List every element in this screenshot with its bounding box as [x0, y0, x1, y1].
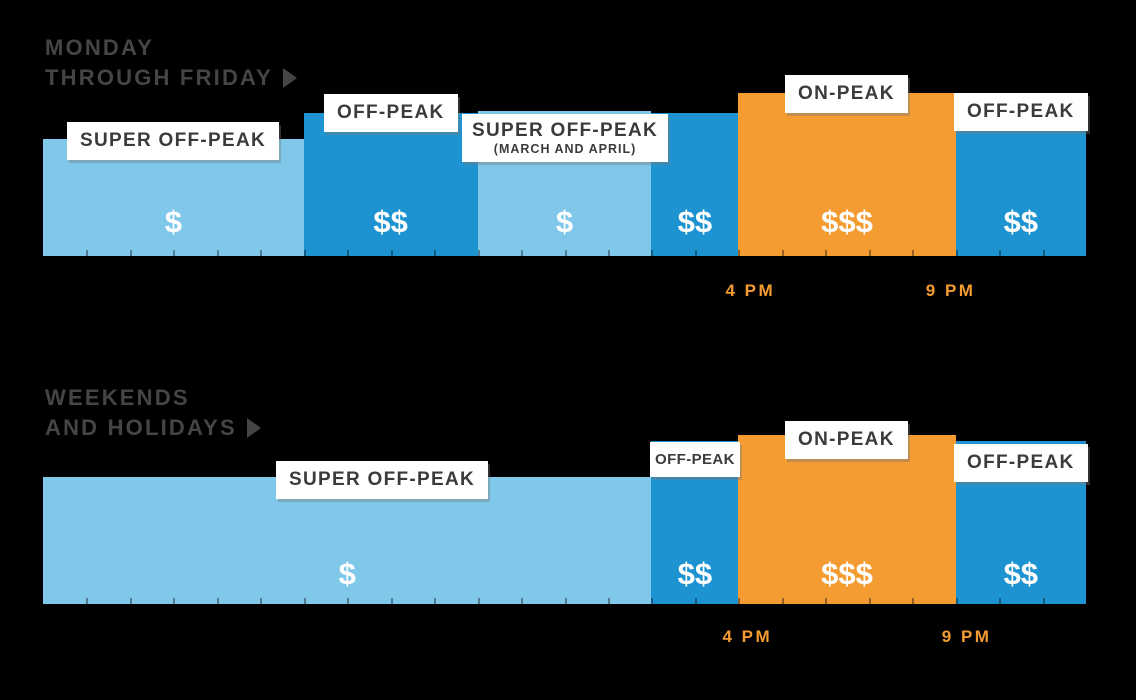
- hour-tick: [521, 250, 523, 256]
- period-label-text: OFF-PEAK: [655, 451, 735, 468]
- hour-tick: [738, 598, 740, 604]
- period-label-text: ON-PEAK: [798, 83, 895, 104]
- period-label: OFF-PEAK: [954, 444, 1088, 482]
- hour-tick: [782, 250, 784, 256]
- period-label: SUPER OFF-PEAK: [67, 122, 280, 160]
- hour-tick: [651, 250, 653, 256]
- pricing-segment-on-peak: [738, 435, 956, 604]
- hour-tick: [999, 250, 1001, 256]
- pricing-segment-on-peak: [738, 93, 956, 256]
- price-indicator: $: [338, 556, 356, 591]
- hour-tick: [130, 250, 132, 256]
- hour-tick: [608, 598, 610, 604]
- hour-tick: [304, 250, 306, 256]
- hour-tick: [1043, 598, 1045, 604]
- time-label: 9 PM: [925, 281, 976, 300]
- header-line2-text: THROUGH FRIDAY: [45, 65, 273, 90]
- period-label: ON-PEAK: [785, 75, 908, 113]
- hour-tick: [956, 250, 958, 256]
- price-indicator: $$: [677, 204, 713, 239]
- price-indicator: $$: [373, 204, 408, 239]
- hour-tick: [173, 598, 175, 604]
- period-label-text: SUPER OFF-PEAK: [289, 469, 476, 490]
- header-line2: AND HOLIDAYS: [45, 413, 261, 443]
- hour-tick: [391, 598, 393, 604]
- header-line1: WEEKENDS: [45, 385, 190, 410]
- price-indicator: $: [555, 204, 574, 239]
- period-label-text: OFF-PEAK: [967, 101, 1075, 122]
- price-indicator: $$: [1003, 204, 1039, 239]
- period-label-text: ON-PEAK: [798, 429, 895, 450]
- period-label-text: OFF-PEAK: [967, 452, 1075, 473]
- header-line1: MONDAY: [45, 35, 154, 60]
- price-indicator: $$: [677, 556, 713, 591]
- price-indicator: $$$: [821, 204, 873, 239]
- hour-tick: [956, 598, 958, 604]
- weekday-header: MONDAY THROUGH FRIDAY: [45, 33, 297, 93]
- hour-tick: [391, 250, 393, 256]
- pricing-segment-off-peak: [303, 113, 478, 256]
- period-label-text: SUPER OFF-PEAK: [80, 130, 267, 151]
- time-label: 4 PM: [722, 627, 773, 646]
- period-label: SUPER OFF-PEAK: [276, 461, 489, 499]
- hour-tick: [651, 598, 653, 604]
- hour-tick: [521, 598, 523, 604]
- time-label: 4 PM: [725, 281, 776, 300]
- hour-tick: [565, 250, 567, 256]
- hour-tick: [86, 598, 88, 604]
- weekend-header: WEEKENDS AND HOLIDAYS: [45, 383, 261, 443]
- hour-tick: [1043, 250, 1045, 256]
- price-indicator: $: [164, 204, 182, 239]
- header-line2: THROUGH FRIDAY: [45, 63, 297, 93]
- hour-tick: [434, 250, 436, 256]
- hour-tick: [347, 250, 349, 256]
- price-indicator: $$$: [821, 556, 873, 591]
- period-label-text: OFF-PEAK: [337, 102, 445, 123]
- period-label: OFF-PEAK: [650, 442, 740, 477]
- hour-tick: [478, 598, 480, 604]
- period-label: OFF-PEAK: [324, 94, 458, 132]
- hour-tick: [347, 598, 349, 604]
- hour-tick: [695, 250, 697, 256]
- hour-tick: [825, 598, 827, 604]
- hour-tick: [738, 250, 740, 256]
- hour-tick: [260, 250, 262, 256]
- period-label: ON-PEAK: [785, 421, 908, 459]
- period-label-text: SUPER OFF-PEAK: [472, 120, 659, 141]
- hour-tick: [695, 598, 697, 604]
- hour-tick: [173, 250, 175, 256]
- hour-tick: [217, 250, 219, 256]
- time-label: 9 PM: [941, 627, 992, 646]
- hour-tick: [565, 598, 567, 604]
- hour-tick: [608, 250, 610, 256]
- hour-tick: [825, 250, 827, 256]
- right-arrow-icon: [246, 418, 261, 438]
- hour-tick: [260, 598, 262, 604]
- hour-tick: [86, 250, 88, 256]
- hour-tick: [478, 250, 480, 256]
- hour-tick: [869, 250, 871, 256]
- hour-tick: [130, 598, 132, 604]
- hour-tick: [304, 598, 306, 604]
- pricing-segment-off-peak: [955, 113, 1086, 256]
- hour-tick: [217, 598, 219, 604]
- period-label: OFF-PEAK: [954, 93, 1088, 131]
- hour-tick: [782, 598, 784, 604]
- hour-tick: [434, 598, 436, 604]
- hour-tick: [912, 598, 914, 604]
- header-line2-text: AND HOLIDAYS: [45, 415, 237, 440]
- hour-tick: [999, 598, 1001, 604]
- period-label: SUPER OFF-PEAK (MARCH AND APRIL): [462, 114, 669, 162]
- hour-tick: [869, 598, 871, 604]
- period-sublabel-text: (MARCH AND APRIL): [493, 142, 637, 156]
- price-indicator: $$: [1003, 556, 1039, 591]
- hour-tick: [912, 250, 914, 256]
- right-arrow-icon: [283, 68, 297, 88]
